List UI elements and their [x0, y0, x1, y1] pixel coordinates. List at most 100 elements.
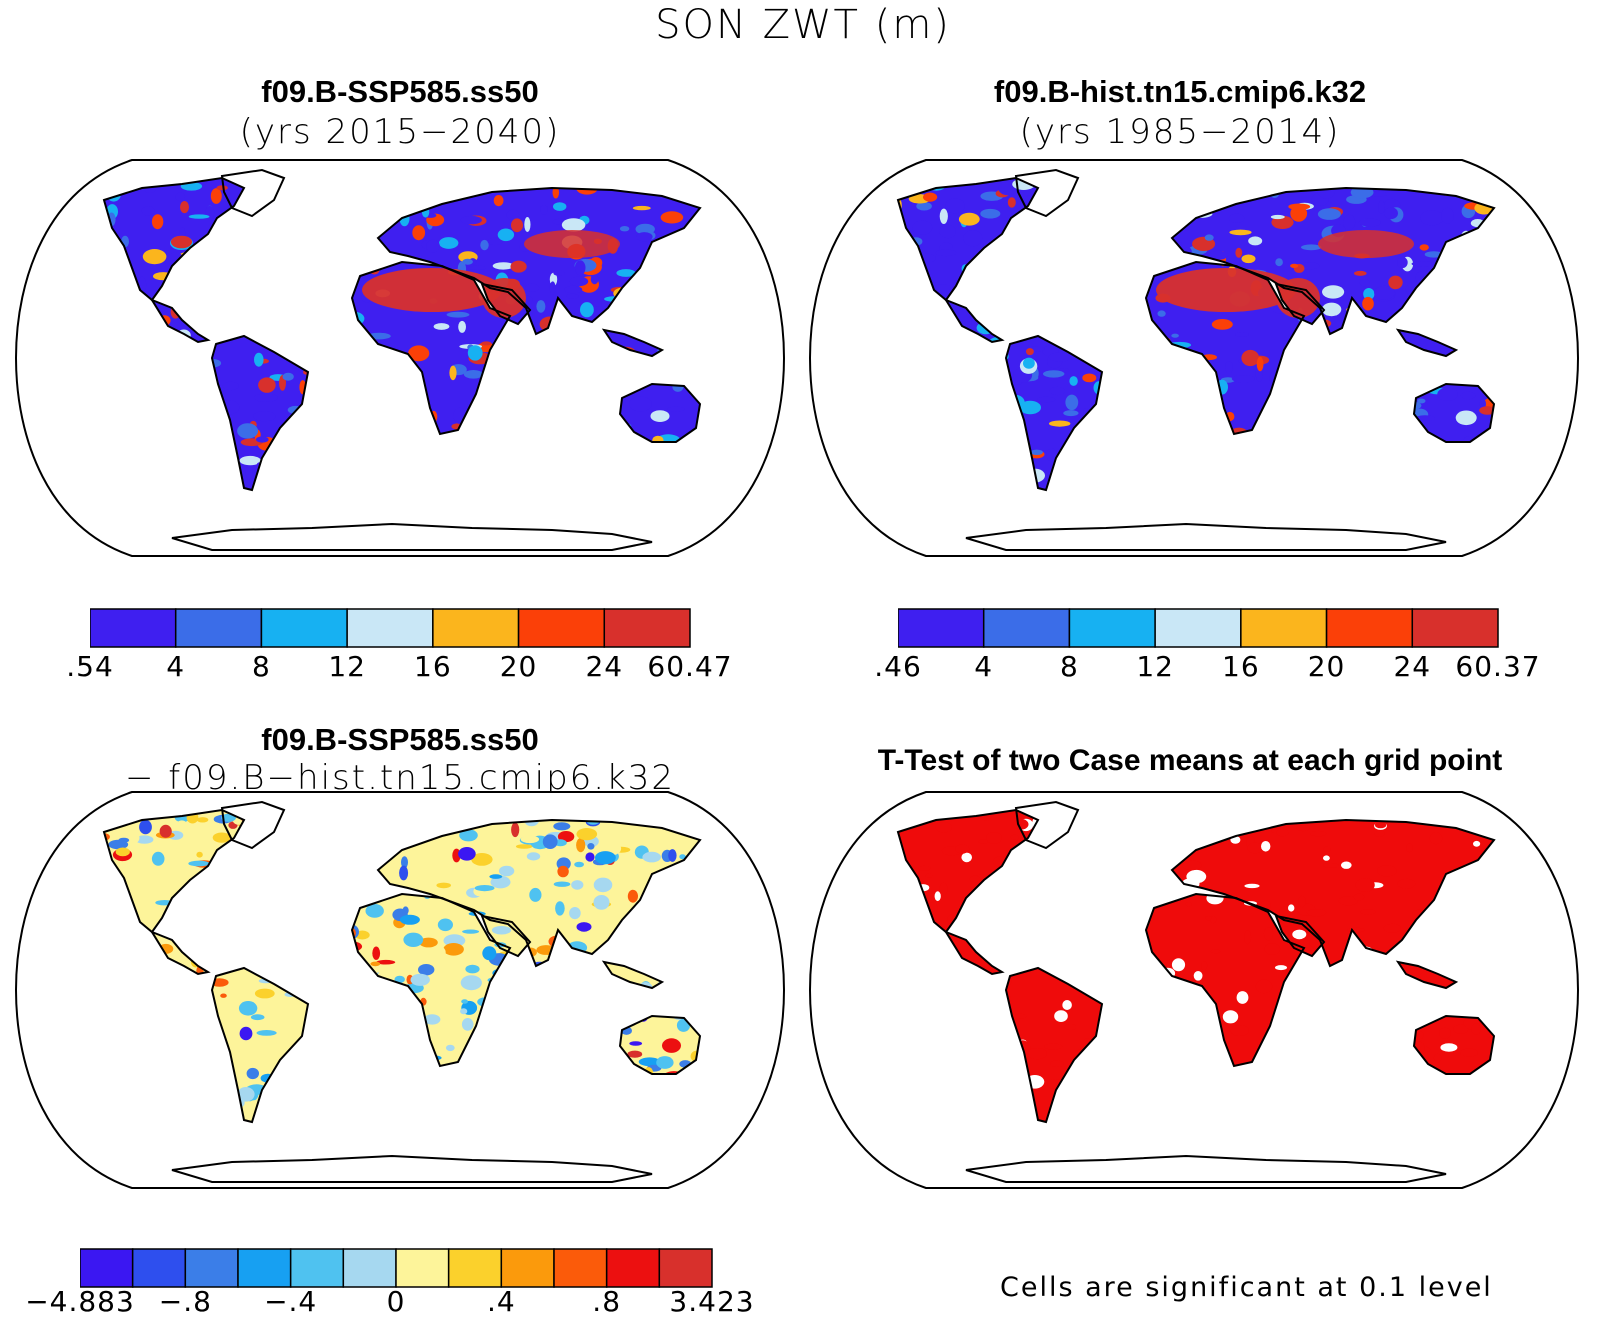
map-cell — [461, 999, 468, 1004]
map-cell — [17, 863, 31, 873]
map-cell — [498, 865, 515, 877]
map-cell — [1576, 401, 1582, 413]
map-cell — [812, 209, 830, 217]
map-cell — [961, 852, 972, 863]
map-cell — [1211, 319, 1233, 330]
map-cell — [1264, 943, 1281, 955]
colorbar-case2 — [898, 608, 1499, 648]
map-cell — [1171, 958, 1186, 972]
map-cell — [1479, 406, 1494, 415]
map-cell — [1256, 356, 1264, 372]
map-cell — [1065, 394, 1079, 411]
map-cell — [24, 173, 42, 184]
map-cell — [758, 807, 769, 812]
map-cell — [433, 323, 450, 330]
sahara-field — [1156, 268, 1296, 312]
map-cell — [1406, 843, 1413, 853]
map-cell — [593, 877, 613, 893]
colorbar-case2-labels: .46 4 8 12 16 20 24 60.37 — [874, 650, 1539, 690]
colorbar-tick-label: .46 — [874, 650, 922, 683]
map-cell — [782, 839, 788, 847]
coastline-arabia — [480, 914, 532, 958]
map-cell — [837, 837, 852, 847]
map-cell — [1062, 1000, 1072, 1010]
coastline-samerica — [1004, 966, 1104, 1124]
map-cell — [399, 865, 409, 881]
map-cell — [1414, 1030, 1424, 1040]
coastline-indonesia — [1395, 328, 1459, 358]
colorbar-tick-label: .4 — [486, 1285, 516, 1318]
map-cell — [978, 839, 989, 844]
map-cell — [1317, 208, 1341, 220]
map-cell — [1354, 270, 1367, 276]
map-cell — [256, 1030, 277, 1036]
map-cell — [458, 320, 466, 333]
map-cell — [216, 185, 228, 191]
map-cell — [12, 468, 22, 481]
map-cell — [1007, 197, 1016, 208]
map-cell — [1270, 214, 1285, 220]
coastline-namerica — [896, 176, 1040, 302]
map-cell — [13, 208, 26, 214]
map-cell — [1417, 398, 1426, 404]
map-cell — [188, 214, 210, 219]
colorbar-tick-label: −4.883 — [25, 1285, 135, 1318]
coastline-indonesia — [601, 328, 665, 358]
map-cell — [465, 964, 480, 974]
map-cell — [934, 891, 941, 902]
map-cell — [1377, 865, 1397, 877]
map-cell — [1471, 1023, 1481, 1035]
map-cell — [1037, 396, 1056, 403]
map-cell — [1082, 373, 1097, 383]
map-cell — [412, 225, 426, 241]
map-cell — [772, 187, 781, 203]
map-cell — [474, 954, 483, 960]
map-cell — [139, 819, 152, 835]
map-cell — [1201, 961, 1208, 971]
map-cell — [1441, 207, 1454, 224]
map-cell — [945, 198, 965, 214]
map-cell — [365, 904, 384, 918]
map-cell — [1433, 1053, 1442, 1063]
map-cell — [1347, 927, 1365, 933]
map-cell — [1064, 1023, 1077, 1031]
map-cell — [529, 887, 542, 902]
map-cell — [1229, 229, 1252, 236]
map-cell — [28, 180, 38, 185]
map-cell — [1059, 368, 1070, 373]
colorbar-swatch — [553, 1248, 608, 1288]
map-cell — [245, 465, 253, 480]
colorbar-swatch — [131, 1248, 187, 1288]
map-cell — [1235, 247, 1243, 258]
map-cell — [487, 237, 503, 246]
map-cell — [760, 471, 776, 484]
map-cell — [1419, 244, 1429, 251]
map-cell — [1544, 199, 1560, 206]
map-cell — [776, 1080, 787, 1089]
map-cell — [515, 844, 533, 849]
map-cell — [557, 831, 575, 843]
colorbar-swatch — [260, 608, 348, 648]
coastline-namerica — [102, 808, 246, 934]
map-cell — [1437, 387, 1458, 401]
map-cell — [1049, 420, 1071, 427]
map-cell — [43, 188, 52, 202]
map-cell — [12, 262, 22, 277]
colorbar-swatch — [432, 608, 520, 648]
map-cell — [553, 202, 567, 211]
map-cell — [1555, 223, 1574, 230]
map-cell — [1225, 361, 1233, 374]
colorbar-tick-label: .54 — [66, 650, 114, 683]
coastline-antarctica — [171, 522, 653, 551]
colorbar-swatch — [80, 1248, 134, 1288]
map-cell — [520, 835, 540, 844]
map-cell — [141, 206, 155, 216]
map-cell — [431, 995, 447, 1006]
map-cell — [115, 847, 130, 857]
coastline-namerica — [896, 808, 1040, 934]
map-cell — [1290, 263, 1299, 268]
coastline-samerica — [210, 334, 310, 492]
map-cell — [1263, 927, 1274, 941]
map-cell — [446, 311, 470, 318]
map-cell — [1204, 234, 1214, 241]
